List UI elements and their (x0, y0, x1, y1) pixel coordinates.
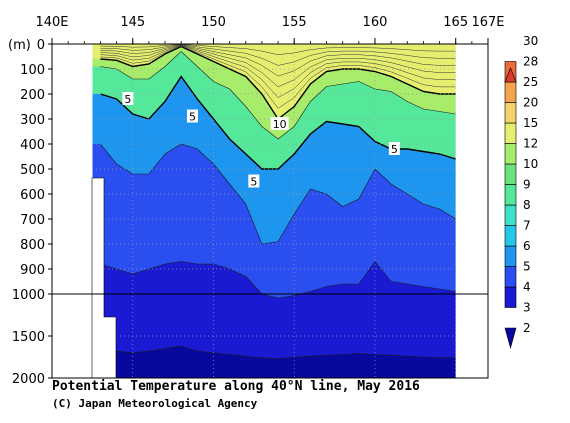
colorbar-swatch (504, 266, 517, 288)
y-tick-label: 1000 (12, 288, 45, 303)
contour-label: 5 (250, 176, 257, 189)
colorbar-swatch (504, 163, 517, 185)
colorbar-swatch (504, 102, 517, 124)
x-tick-label: 155 (282, 15, 307, 30)
contour-label: 5 (189, 111, 196, 124)
x-tick-label: 165 (443, 15, 468, 30)
colorbar-label: 15 (523, 116, 538, 130)
contour-label: 5 (391, 143, 398, 156)
x-axis-ticks: 140E 145 150 155 160 165 167E (35, 15, 505, 44)
colorbar-swatch (504, 225, 517, 247)
x-tick-label: 160 (363, 15, 388, 30)
y-tick-label: 200 (20, 88, 45, 103)
colorbar-label: 20 (523, 96, 538, 110)
colorbar-swatch (504, 143, 517, 165)
colorbar-swatch (504, 81, 517, 103)
y-axis-unit: (m) (8, 38, 31, 53)
colorbar-label: 9 (523, 178, 531, 192)
chart-title: Potential Temperature along 40°N line, M… (52, 379, 420, 394)
colorbar-label: 5 (523, 260, 531, 274)
y-tick-label: 500 (20, 163, 45, 178)
land-east (455, 45, 487, 377)
colorbar-label: 10 (523, 157, 538, 171)
colorbar-label: 2 (523, 321, 531, 335)
contour-label-bg (388, 142, 400, 155)
contour-labels: 5 5 10 5 5 (122, 92, 400, 189)
contour-label-bg (186, 109, 198, 123)
isotherm-fine (100, 45, 456, 88)
land-west (53, 45, 93, 377)
temperature-field (92, 44, 456, 378)
y-tick-label: 800 (20, 238, 45, 253)
colorbar-label: 3 (523, 301, 531, 315)
land-mask (53, 45, 487, 379)
colorbar-label: 12 (523, 137, 538, 151)
colorbar-swatch (504, 327, 517, 350)
plot-border (51, 43, 489, 379)
isotherm-fine (100, 44, 456, 77)
x-tick-label: 167E (471, 15, 504, 30)
y-axis-ticks: 0 100 200 300 400 500 600 700 800 900 1000 1500 2000… (8, 38, 52, 387)
y-tick-label: 2000 (12, 372, 45, 387)
y-tick-label: 1500 (12, 330, 45, 345)
colorbar-swatch (504, 204, 517, 226)
plot-frame (51, 43, 489, 379)
colorbar-label: 4 (523, 280, 531, 294)
contour-label: 10 (273, 118, 287, 131)
y-tick-label: 900 (20, 263, 45, 278)
isotherm-fine (100, 44, 456, 55)
y-tick-label: 300 (20, 113, 45, 128)
contour-label-bg (122, 92, 134, 105)
y-tick-label: 700 (20, 213, 45, 228)
x-tick-label: 145 (120, 15, 145, 30)
contour-label-bg (248, 174, 260, 188)
y-tick-label: 600 (20, 188, 45, 203)
y-tick-label: 0 (37, 38, 45, 53)
contour-label-bg (270, 117, 289, 130)
colorbar-swatch (504, 184, 517, 206)
x-tick-label: 150 (201, 15, 226, 30)
isotherm-fine (100, 45, 456, 109)
colorbar: 2 3 4 5 6 7 8 9 10 12 15 20 25 28 30 (504, 34, 538, 350)
colorbar-label: 7 (523, 219, 531, 233)
isotherm-3 (100, 261, 456, 299)
colorbar-swatch (504, 67, 517, 83)
y-tick-label: 400 (20, 138, 45, 153)
contour-label: 5 (124, 93, 131, 106)
colorbar-swatch (504, 122, 517, 144)
x-tick-label: 140E (35, 15, 68, 30)
colorbar-swatch (504, 286, 517, 308)
isotherm-4 (100, 143, 456, 245)
colorbar-label: 30 (523, 34, 538, 48)
isotherm-fine (100, 44, 456, 66)
colorbar-label: 6 (523, 239, 531, 253)
colorbar-label: 25 (523, 75, 538, 89)
isotherm-2 (100, 345, 456, 360)
colorbar-swatch (504, 245, 517, 267)
isotherm-8 (100, 51, 456, 140)
colorbar-label: 28 (523, 55, 538, 69)
credit-text: (C) Japan Meteorological Agency (52, 397, 258, 410)
y-tick-label: 100 (20, 63, 45, 78)
colorbar-label: 8 (523, 198, 531, 212)
